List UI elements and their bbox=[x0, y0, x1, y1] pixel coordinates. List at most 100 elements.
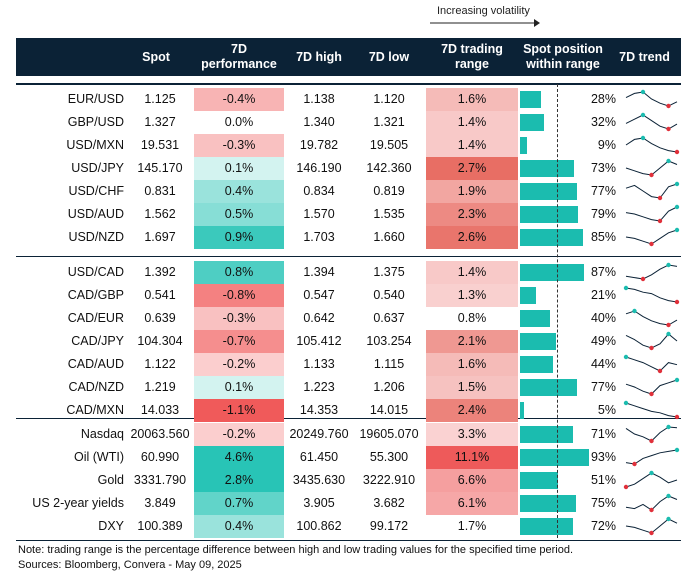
trend-sparkline bbox=[625, 493, 678, 513]
table-row: CAD/AUD 1.122 -0.2% 1.133 1.115 1.6% 44% bbox=[16, 353, 681, 376]
high-value: 3435.630 bbox=[292, 473, 346, 487]
trend-low-marker bbox=[649, 345, 654, 351]
trend-high-marker bbox=[640, 112, 646, 118]
table-row: EUR/USD 1.125 -0.4% 1.138 1.120 1.6% 28% bbox=[16, 88, 681, 111]
high-value: 1.133 bbox=[303, 357, 335, 371]
trend-high-marker bbox=[666, 158, 671, 164]
spot-value: 0.831 bbox=[144, 184, 176, 198]
position-bar bbox=[520, 91, 541, 108]
trend-sparkline bbox=[625, 112, 678, 132]
position-bar bbox=[520, 449, 589, 466]
position-value: 85% bbox=[590, 230, 616, 244]
trend-sparkline bbox=[625, 135, 680, 155]
low-value: 0.637 bbox=[373, 311, 405, 325]
trend-sparkline bbox=[625, 331, 678, 351]
table-row: USD/NZD 1.697 0.9% 1.703 1.660 2.6% 85% bbox=[16, 226, 681, 249]
spot-value: 20063.560 bbox=[130, 427, 190, 441]
trend-line bbox=[625, 91, 678, 107]
instrument-name: USD/CAD bbox=[67, 265, 124, 279]
footnote-note: Note: trading range is the percentage di… bbox=[18, 544, 574, 556]
table-row: GBP/USD 1.327 0.0% 1.340 1.321 1.4% 32% bbox=[16, 111, 681, 134]
instrument-name: USD/CHF bbox=[68, 184, 124, 198]
trend-high-marker bbox=[666, 516, 671, 522]
trend-line bbox=[625, 264, 678, 280]
trend-low-marker bbox=[649, 507, 654, 513]
range-value: 1.4% bbox=[426, 134, 518, 157]
col-low: 7D low bbox=[368, 49, 410, 64]
low-value: 1.321 bbox=[373, 115, 405, 129]
performance-value: -0.2% bbox=[194, 423, 284, 446]
trend-low-marker bbox=[674, 414, 680, 420]
table-row: Nasdaq 20063.560 -0.2% 20249.760 19605.070 3.… bbox=[16, 423, 681, 446]
col-high: 7D high bbox=[296, 49, 342, 64]
spot-value: 1.122 bbox=[144, 357, 176, 371]
spot-value: 100.389 bbox=[137, 519, 183, 533]
spot-value: 60.990 bbox=[140, 450, 180, 464]
position-value: 28% bbox=[590, 92, 616, 106]
low-value: 0.540 bbox=[373, 288, 405, 302]
position-value: 49% bbox=[590, 334, 616, 348]
performance-value: -0.3% bbox=[194, 307, 284, 330]
instrument-name: USD/MXN bbox=[66, 138, 124, 152]
range-value: 2.4% bbox=[426, 399, 518, 422]
position-value: 73% bbox=[590, 161, 616, 175]
trend-sparkline bbox=[623, 470, 678, 490]
trend-sparkline bbox=[625, 377, 680, 397]
range-value: 2.1% bbox=[426, 330, 518, 353]
instrument-name: CAD/EUR bbox=[67, 311, 124, 325]
trend-low-marker bbox=[649, 241, 654, 247]
spot-value: 1.219 bbox=[144, 380, 176, 394]
performance-value: -1.1% bbox=[194, 399, 284, 422]
high-value: 0.642 bbox=[303, 311, 335, 325]
table-row: CAD/EUR 0.639 -0.3% 0.642 0.637 0.8% 40% bbox=[16, 307, 681, 330]
position-bar bbox=[520, 495, 576, 512]
position-bar bbox=[520, 333, 556, 350]
trend-line bbox=[625, 449, 678, 465]
table-row: Gold 3331.790 2.8% 3435.630 3222.910 6.6% 51% bbox=[16, 469, 681, 492]
col-position: Spot position within range bbox=[523, 42, 603, 71]
trend-low-marker bbox=[666, 322, 671, 328]
trend-high-marker bbox=[623, 400, 629, 406]
position-value: 44% bbox=[590, 357, 616, 371]
high-value: 1.138 bbox=[303, 92, 335, 106]
spot-value: 1.697 bbox=[144, 230, 176, 244]
trend-high-marker bbox=[640, 89, 646, 95]
high-value: 1.394 bbox=[303, 265, 335, 279]
position-value: 79% bbox=[590, 207, 616, 221]
trend-high-marker bbox=[674, 181, 680, 187]
range-value: 1.4% bbox=[426, 111, 518, 134]
high-value: 61.450 bbox=[299, 450, 339, 464]
trend-sparkline bbox=[625, 89, 678, 109]
position-value: 51% bbox=[590, 473, 616, 487]
range-value: 11.1% bbox=[426, 446, 518, 469]
instrument-name: CAD/NZD bbox=[68, 380, 124, 394]
position-value: 75% bbox=[590, 496, 616, 510]
position-bar bbox=[520, 206, 578, 223]
table-row: Oil (WTI) 60.990 4.6% 61.450 55.300 11.1% 93% bbox=[16, 446, 681, 469]
col-range: 7D trading range bbox=[441, 42, 503, 71]
range-value: 1.9% bbox=[426, 180, 518, 203]
low-value: 14.015 bbox=[369, 403, 409, 417]
trend-high-marker bbox=[632, 308, 637, 314]
spot-value: 145.170 bbox=[137, 161, 183, 175]
trend-sparkline bbox=[625, 424, 678, 444]
range-value: 6.1% bbox=[426, 492, 518, 515]
trend-line bbox=[625, 114, 678, 130]
position-value: 72% bbox=[590, 519, 616, 533]
group-separator bbox=[16, 256, 681, 257]
table-row: DXY 100.389 0.4% 100.862 99.172 1.7% 72% bbox=[16, 515, 681, 538]
high-value: 0.547 bbox=[303, 288, 335, 302]
position-value: 77% bbox=[590, 380, 616, 394]
table-header: Spot 7D performance 7D high 7D low 7D tra… bbox=[16, 38, 681, 76]
table-row: CAD/JPY 104.304 -0.7% 105.412 103.254 2.1% 49% bbox=[16, 330, 681, 353]
low-value: 55.300 bbox=[369, 450, 409, 464]
performance-value: 0.5% bbox=[194, 203, 284, 226]
footnote-sources: Sources: Bloomberg, Convera - May 09, 20… bbox=[18, 559, 242, 571]
low-value: 3222.910 bbox=[362, 473, 416, 487]
trend-line bbox=[625, 206, 678, 222]
trend-line bbox=[625, 310, 678, 326]
low-value: 1.660 bbox=[373, 230, 405, 244]
range-value: 1.6% bbox=[426, 88, 518, 111]
performance-value: -0.3% bbox=[194, 134, 284, 157]
high-value: 1.340 bbox=[303, 115, 335, 129]
